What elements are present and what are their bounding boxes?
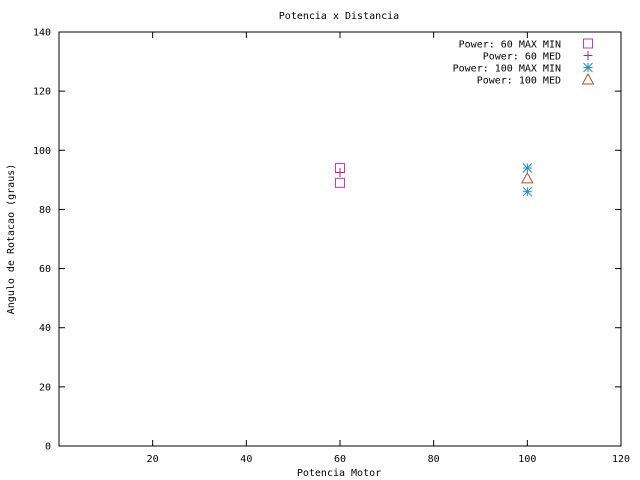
- data-point: [522, 186, 533, 197]
- x-tick-label: 60: [334, 454, 346, 465]
- y-tick-label: 20: [39, 382, 51, 393]
- legend-marker: [583, 51, 593, 60]
- legend-marker: [583, 38, 593, 49]
- x-tick-label: 120: [612, 454, 630, 465]
- y-tick-label: 60: [39, 264, 51, 275]
- x-tick-label: 20: [147, 454, 159, 465]
- y-axis-label: Angulo de Rotacao (graus): [6, 164, 17, 315]
- data-point: [520, 171, 534, 184]
- chart-title: Potencia x Distancia: [279, 11, 399, 22]
- legend-marker: [581, 72, 595, 85]
- y-tick-label: 120: [33, 87, 51, 98]
- legend-label: Power: 60 MAX MIN: [459, 40, 561, 51]
- x-tick-label: 40: [240, 454, 252, 465]
- y-tick-label: 100: [33, 146, 51, 157]
- legend-label: Power: 100 MED: [477, 76, 561, 87]
- legend-marker: [583, 62, 593, 73]
- y-tick-label: 80: [39, 205, 51, 216]
- x-axis-label: Potencia Motor: [297, 468, 381, 479]
- plot-area: 20 40 60 80 100 120 0 20 40 60 80 100 120 140: [33, 28, 630, 466]
- plot-frame: [58, 31, 622, 447]
- y-tick-label: 0: [45, 442, 51, 453]
- data-point: [522, 163, 533, 173]
- data-point: [335, 177, 345, 188]
- data-point: [335, 167, 345, 177]
- legend-label: Power: 60 MED: [483, 52, 561, 63]
- x-tick-label: 100: [518, 454, 536, 465]
- y-tick-label: 140: [33, 28, 51, 39]
- legend-label: Power: 100 MAX MIN: [453, 64, 561, 75]
- y-tick-label: 40: [39, 323, 51, 334]
- x-tick-label: 80: [428, 454, 440, 465]
